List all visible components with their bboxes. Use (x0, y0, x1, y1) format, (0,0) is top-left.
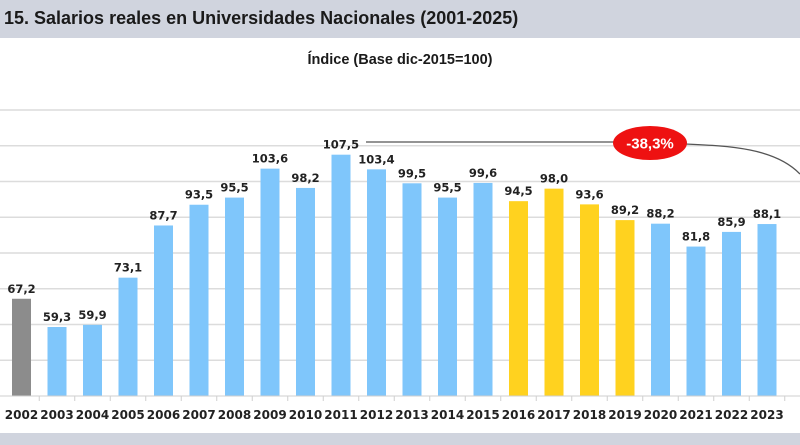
x-axis: 2002 2003 2004 2005 2006 2007 2008 2009 2010 2011… (0, 395, 800, 422)
x-tick-label-2018: 2018 (573, 408, 606, 422)
data-label-2009: 103,6 (252, 152, 288, 166)
bar-2016 (509, 201, 528, 396)
x-tick-label-2019: 2019 (608, 408, 641, 422)
bar-2010 (296, 187, 315, 396)
bar-2019 (615, 220, 635, 396)
bar-2006 (154, 225, 173, 396)
x-tick-label-2022: 2022 (715, 408, 748, 422)
bar-2012 (367, 169, 386, 396)
chart-title: 15. Salarios reales en Universidades Nac… (4, 8, 519, 28)
x-tick-label-2020: 2020 (644, 408, 677, 422)
bar-2008 (225, 197, 244, 396)
x-tick-label-2004: 2004 (76, 408, 109, 422)
bar-2020 (651, 223, 670, 396)
bar-2023 (757, 224, 777, 396)
data-label-2023: 88,1 (753, 207, 781, 221)
data-label-2012: 103,4 (358, 152, 394, 166)
x-tick-label-2007: 2007 (182, 408, 215, 422)
data-label-2005: 73,1 (114, 261, 142, 275)
change-annotation: -38,3% (366, 126, 800, 175)
x-tick-label-2011: 2011 (324, 408, 357, 422)
data-label-2007: 93,5 (185, 188, 213, 202)
x-tick-label-2003: 2003 (40, 408, 73, 422)
change-badge (613, 126, 687, 160)
data-label-2016: 94,5 (504, 184, 532, 198)
bar-2018 (580, 204, 599, 396)
data-label-2018: 93,6 (575, 187, 603, 201)
data-label-2021: 81,8 (682, 230, 710, 244)
x-tick-label-2009: 2009 (253, 408, 286, 422)
bar-2009 (260, 168, 280, 396)
data-label-2011: 107,5 (323, 138, 359, 152)
data-label-2008: 95,5 (220, 181, 248, 195)
x-tick-label-2010: 2010 (289, 408, 322, 422)
data-label-2015: 99,6 (469, 166, 497, 180)
data-label-2020: 88,2 (646, 207, 674, 221)
x-tick-label-2012: 2012 (360, 408, 393, 422)
bar-2005 (118, 277, 138, 396)
data-label-2013: 99,5 (398, 166, 426, 180)
data-label-2003: 59,3 (43, 310, 71, 324)
data-label-2014: 95,5 (433, 181, 461, 195)
chart-header: 15. Salarios reales en Universidades Nac… (0, 0, 800, 38)
x-tick-label-2006: 2006 (147, 408, 180, 422)
bar-2014 (438, 197, 457, 396)
data-label-2019: 89,2 (611, 203, 639, 217)
x-tick-label-2002: 2002 (5, 408, 38, 422)
bar-2015 (473, 182, 493, 396)
x-tick-label-2013: 2013 (395, 408, 428, 422)
chart-subtitle: Índice (Base dic-2015=100) (307, 52, 493, 68)
bar-2003 (47, 327, 67, 396)
data-label-2017: 98,0 (540, 172, 568, 186)
bar-2002 (12, 298, 31, 396)
footer-band (0, 433, 800, 445)
data-label-2006: 87,7 (149, 208, 177, 222)
bar-2021 (686, 246, 706, 396)
bar-2022 (722, 231, 741, 396)
data-label-2004: 59,9 (78, 308, 106, 322)
x-tick-label-2017: 2017 (537, 408, 570, 422)
x-tick-label-2023: 2023 (750, 408, 783, 422)
data-label-2022: 85,9 (717, 215, 745, 229)
x-tick-label-2021: 2021 (679, 408, 712, 422)
connector-line (366, 141, 800, 175)
x-tick-label-2015: 2015 (466, 408, 499, 422)
x-tick-label-2005: 2005 (111, 408, 144, 422)
x-tick-label-2008: 2008 (218, 408, 251, 422)
data-label-2010: 98,2 (291, 171, 319, 185)
bar-2007 (189, 204, 209, 396)
change-badge-text: -38,3% (626, 136, 674, 153)
data-label-2002: 67,2 (7, 282, 35, 296)
x-tick-label-2016: 2016 (502, 408, 535, 422)
bar-2013 (402, 183, 422, 396)
bar-2017 (544, 188, 564, 396)
bar-2011 (331, 154, 351, 396)
data-labels: 67,2 59,3 59,9 73,1 87,7 93,5 95,5 103,698,2 107… (7, 138, 781, 324)
x-tick-label-2014: 2014 (431, 408, 464, 422)
bars (12, 154, 777, 396)
bar-2004 (83, 324, 102, 396)
